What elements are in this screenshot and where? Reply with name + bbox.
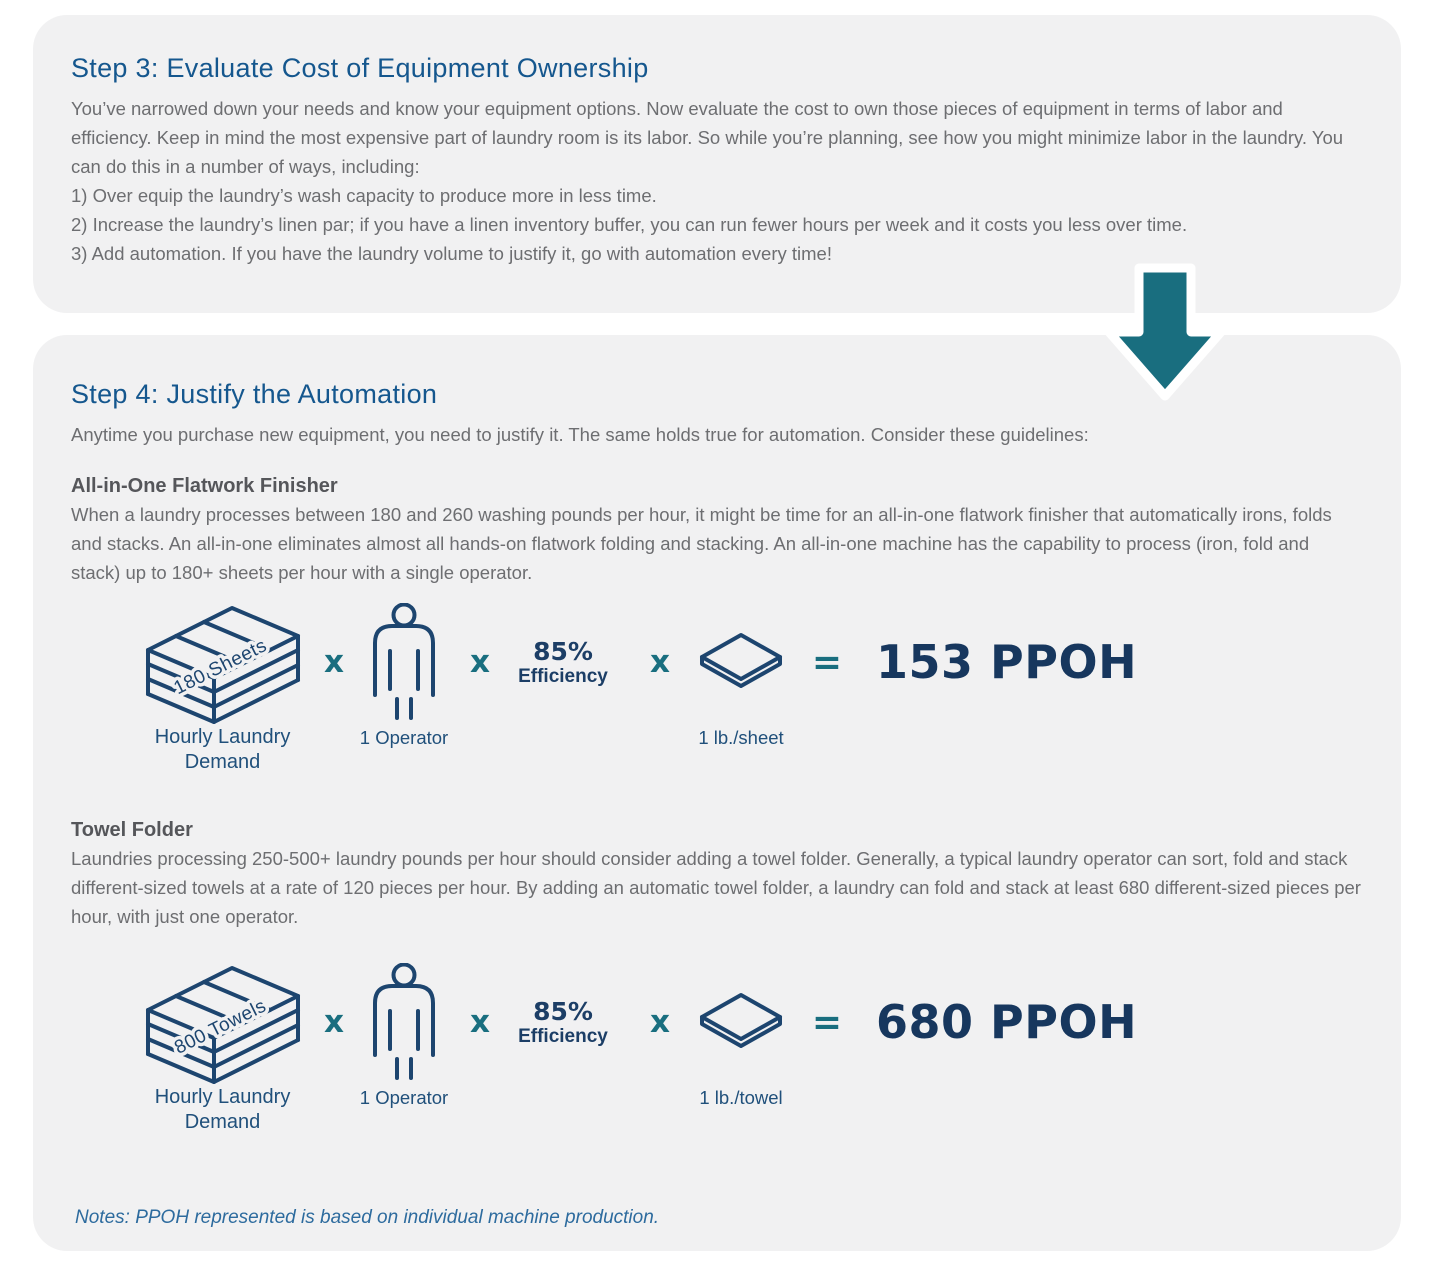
times-glyph: x <box>470 644 490 680</box>
step3-list-item-3: 3) Add automation. If you have the laund… <box>71 243 832 264</box>
flatwork-equation: 180 Sheets Hourly Laundry Demand x <box>135 601 1361 775</box>
folded-towel-icon <box>696 961 786 1083</box>
flatwork-finisher-heading: All-in-One Flatwork Finisher <box>71 475 338 497</box>
multiply-sign: x <box>310 601 358 723</box>
notes: Notes: PPOH represented is based on indi… <box>75 1207 660 1228</box>
operator-icon <box>359 601 449 723</box>
operator-figure: 1 Operator <box>358 961 450 1109</box>
times-glyph: x <box>650 1004 670 1040</box>
step3-panel: Step 3: Evaluate Cost of Equipment Owner… <box>33 15 1401 313</box>
operator-caption: 1 Operator <box>359 727 449 748</box>
stack-caption: Hourly Laundry Demand <box>154 1086 291 1133</box>
step3-title: Step 3: Evaluate Cost of Equipment Owner… <box>71 53 649 83</box>
hourly-demand-figure: 800 Towels Hourly Laundry Demand <box>135 961 310 1135</box>
equals-sign: = <box>778 961 876 1083</box>
operator-icon <box>359 961 449 1083</box>
times-glyph: x <box>324 1004 344 1040</box>
multiply-sign: x <box>450 961 510 1083</box>
efficiency-label: Efficiency <box>518 665 608 687</box>
result-value: 153 PPOH <box>876 635 1138 689</box>
unit-figure: 1 lb./towel <box>699 961 783 1109</box>
result-value: 680 PPOH <box>876 995 1138 1049</box>
folded-sheet-icon <box>696 601 786 723</box>
towel-folder-body: Laundries processing 250-500+ laundry po… <box>71 848 1361 927</box>
efficiency-figure: 85% Efficiency <box>510 601 616 723</box>
equals-glyph: = <box>811 641 843 683</box>
efficiency-label: Efficiency <box>518 1025 608 1047</box>
linen-stack-icon: 180 Sheets <box>134 601 312 724</box>
operator-figure: 1 Operator <box>358 601 450 749</box>
multiply-sign: x <box>616 961 704 1083</box>
linen-stack-icon: 800 Towels <box>134 961 312 1084</box>
multiply-sign: x <box>616 601 704 723</box>
result-figure: 153 PPOH <box>876 601 1137 723</box>
multiply-sign: x <box>310 961 358 1083</box>
unit-caption: 1 lb./towel <box>699 1087 783 1108</box>
towel-folder-heading: Towel Folder <box>71 819 193 841</box>
times-glyph: x <box>324 644 344 680</box>
efficiency-figure: 85% Efficiency <box>510 961 616 1083</box>
result-figure: 680 PPOH <box>876 961 1137 1083</box>
step4-title: Step 4: Justify the Automation <box>71 379 438 409</box>
unit-figure: 1 lb./sheet <box>698 601 784 749</box>
step4-intro: Anytime you purchase new equipment, you … <box>71 424 1089 445</box>
step3-body: You’ve narrowed down your needs and know… <box>71 98 1344 177</box>
times-glyph: x <box>650 644 670 680</box>
step4-panel: Step 4: Justify the Automation Anytime y… <box>33 335 1401 1251</box>
operator-caption: 1 Operator <box>359 1087 449 1108</box>
step3-list-item-1: 1) Over equip the laundry’s wash capacit… <box>71 185 657 206</box>
towel-equation: 800 Towels Hourly Laundry Demand x <box>135 961 1361 1135</box>
equals-sign: = <box>778 601 876 723</box>
flatwork-finisher-body: When a laundry processes between 180 and… <box>71 504 1332 583</box>
multiply-sign: x <box>450 601 510 723</box>
equals-glyph: = <box>811 1001 843 1043</box>
times-glyph: x <box>470 1004 490 1040</box>
efficiency-value: 85% <box>533 996 593 1026</box>
stack-caption: Hourly Laundry Demand <box>154 726 291 773</box>
down-arrow-icon <box>1100 260 1232 411</box>
hourly-demand-figure: 180 Sheets Hourly Laundry Demand <box>135 601 310 775</box>
step3-list-item-2: 2) Increase the laundry’s linen par; if … <box>71 214 1188 235</box>
unit-caption: 1 lb./sheet <box>698 727 784 748</box>
efficiency-value: 85% <box>533 636 593 666</box>
